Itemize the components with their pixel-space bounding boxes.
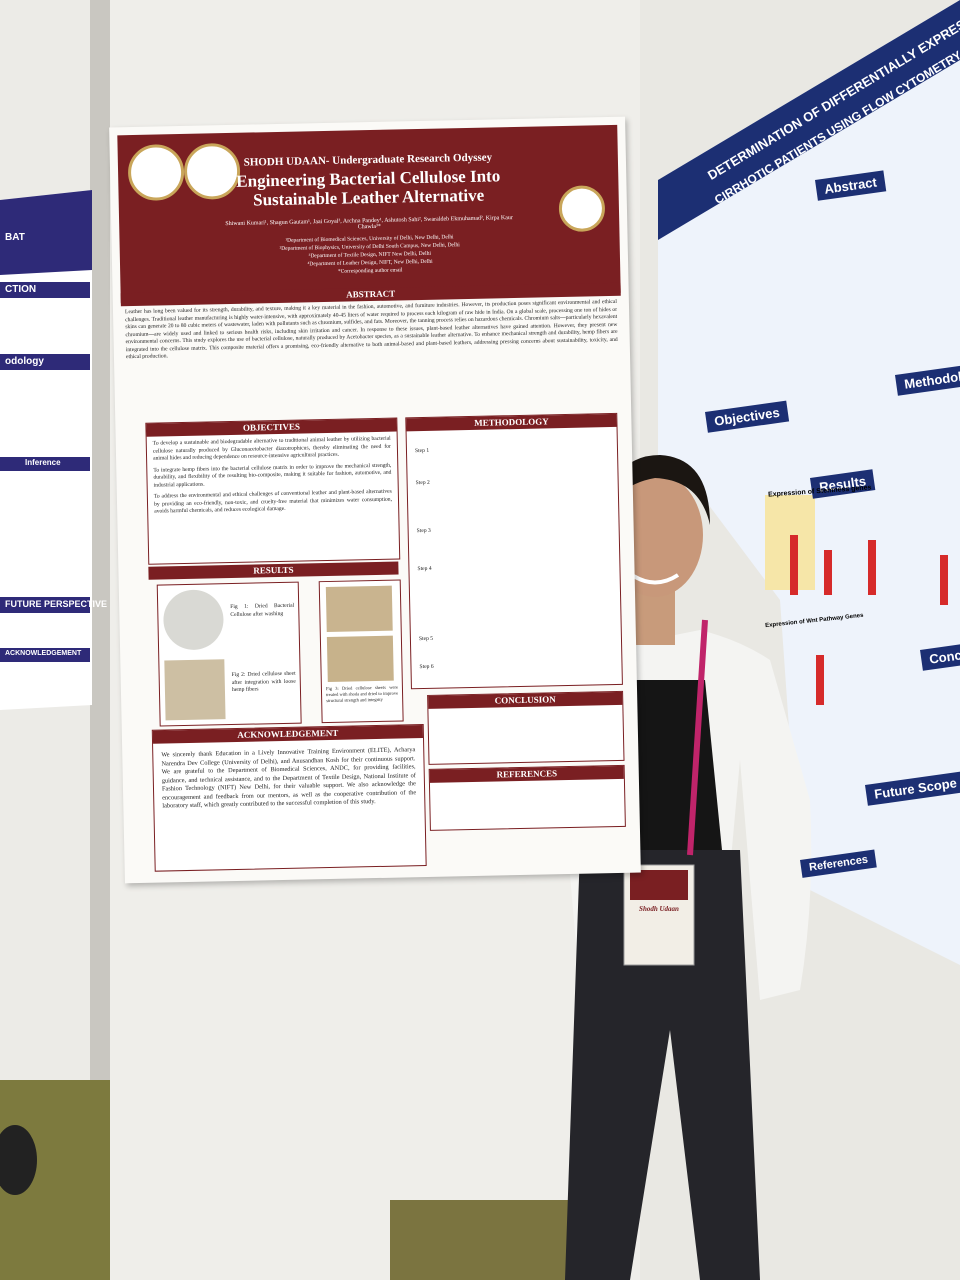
right-poster-header bbox=[658, 0, 960, 240]
section-heading: OBJECTIVES bbox=[146, 418, 397, 437]
neck bbox=[635, 590, 675, 645]
left-heading: ACKNOWLEDGEMENT bbox=[5, 650, 82, 657]
bar-deco bbox=[816, 655, 824, 705]
section-heading: REFERENCES bbox=[429, 765, 624, 783]
shoe bbox=[0, 1125, 37, 1195]
figure-caption: Fig 2: Dried cellulose sheet after integ… bbox=[231, 670, 296, 694]
figure-caption: Fig 3: Dried cellulose sheets were treat… bbox=[325, 684, 399, 704]
bar-deco bbox=[868, 540, 876, 595]
left-poster bbox=[0, 190, 92, 710]
results-box: Fig 3: Dried cellulose sheets were treat… bbox=[318, 579, 404, 724]
left-heading: odology bbox=[5, 356, 44, 367]
acknowledgement-box: ACKNOWLEDGEMENT We sincerely thank Educa… bbox=[151, 724, 427, 872]
bar-deco bbox=[824, 550, 832, 595]
logo bbox=[127, 143, 185, 202]
objective: To address the environmental and ethical… bbox=[153, 488, 393, 516]
objective: To integrate hemp fibers into the bacter… bbox=[153, 462, 392, 489]
abstract-text: Leather has long been valued for its str… bbox=[124, 298, 618, 361]
pole bbox=[90, 0, 110, 1280]
references-box: REFERENCES bbox=[428, 764, 626, 831]
photo-sheet bbox=[326, 635, 394, 683]
left-heading: CTION bbox=[5, 284, 37, 295]
left-bar bbox=[0, 648, 90, 662]
left-heading: FUTURE PERSPECTIVE bbox=[5, 599, 108, 609]
methodology-box: METHODOLOGY Step 1 Step 2 Step 3 Step 4 … bbox=[405, 412, 623, 690]
left-bar bbox=[0, 282, 90, 298]
grass bbox=[390, 1200, 590, 1280]
step: Step 5 bbox=[418, 635, 434, 643]
smile bbox=[630, 573, 680, 585]
conclusion-box: CONCLUSION bbox=[427, 690, 625, 765]
step: Step 6 bbox=[419, 663, 434, 671]
left-heading: BAT bbox=[5, 232, 25, 243]
objectives-box: OBJECTIVES To develop a sustainable and … bbox=[145, 417, 401, 565]
badge-text: Shodh Udaan bbox=[639, 905, 679, 913]
section-heading: RESULTS bbox=[148, 561, 399, 580]
left-heading: Inference bbox=[25, 458, 61, 467]
objective: To develop a sustainable and biodegradab… bbox=[152, 435, 391, 462]
poster-header: SHODH UDAAN- Undergraduate Research Odys… bbox=[117, 124, 621, 304]
main-poster: SHODH UDAAN- Undergraduate Research Odys… bbox=[109, 116, 641, 884]
left-bar bbox=[0, 457, 90, 471]
left-bar bbox=[0, 354, 90, 370]
photo-sheet bbox=[164, 659, 226, 721]
authors: Shiwani Kumari¹, Shagun Gautam¹, Jaai Go… bbox=[225, 215, 513, 231]
step: Step 1 bbox=[414, 447, 430, 455]
results-box: Fig 1: Dried Bacterial Cellulose after w… bbox=[156, 581, 302, 727]
logo bbox=[558, 185, 606, 233]
left-poster-header bbox=[0, 190, 92, 275]
step: Step 3 bbox=[416, 527, 431, 535]
section-heading: METHODOLOGY bbox=[406, 413, 617, 432]
photo-sheet bbox=[325, 585, 393, 633]
badge-header bbox=[630, 870, 688, 900]
left-bar bbox=[0, 597, 90, 613]
step: Step 2 bbox=[415, 479, 430, 487]
bar-deco bbox=[790, 535, 798, 595]
bar-deco bbox=[940, 555, 948, 605]
figure-caption: Fig 1: Dried Bacterial Cellulose after w… bbox=[230, 602, 295, 618]
section-heading: ACKNOWLEDGEMENT bbox=[152, 725, 423, 744]
section-heading: CONCLUSION bbox=[428, 691, 623, 709]
acknowledgement-text: We sincerely thank Education in a Lively… bbox=[161, 746, 417, 810]
photo-petri bbox=[162, 589, 225, 651]
step: Step 4 bbox=[417, 565, 432, 573]
poster-title: Engineering Bacterial Cellulose Into Sus… bbox=[236, 166, 501, 210]
jeans bbox=[565, 850, 760, 1280]
right-poster bbox=[658, 0, 960, 965]
